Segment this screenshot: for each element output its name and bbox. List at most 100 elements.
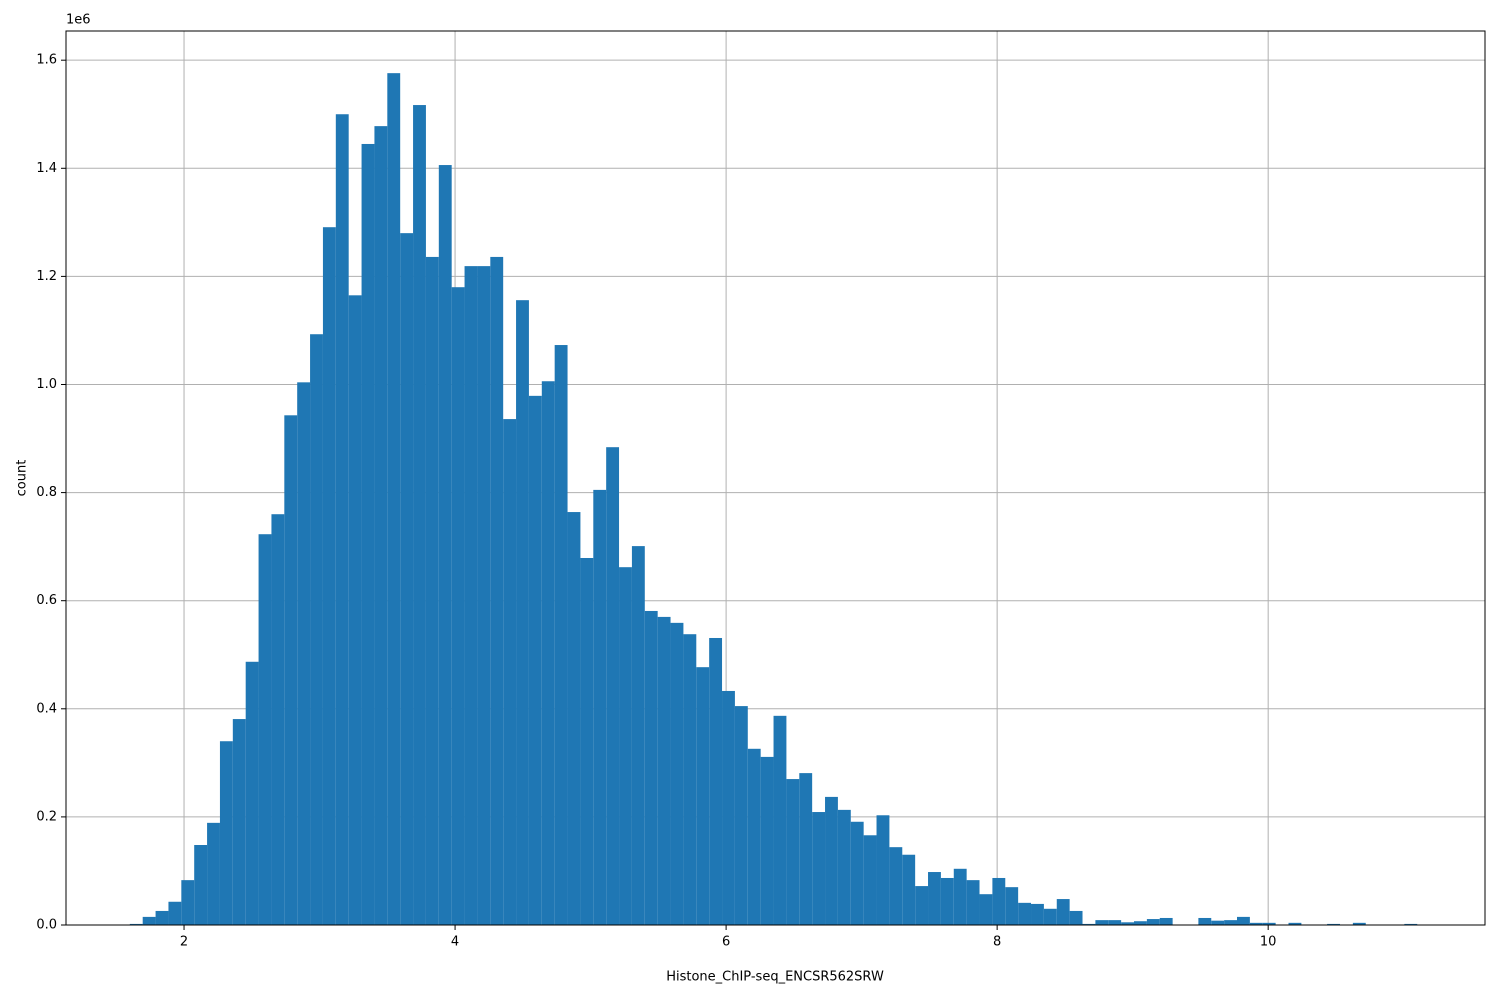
bar [413,105,426,926]
bar [786,779,800,925]
bar [348,295,362,925]
bar [889,847,903,925]
bar [992,877,1006,925]
bar [1108,920,1122,925]
bar [528,395,542,926]
bar [258,534,272,925]
bar [1056,899,1070,925]
bar [825,796,838,925]
bar [361,143,375,926]
bar [1018,902,1032,925]
bar [567,512,581,925]
bar [490,256,504,926]
y-tick-label: 0.6 [36,593,57,608]
bar [207,822,220,925]
bar [837,809,851,925]
x-tick-label: 10 [1260,935,1277,950]
bar [503,419,517,925]
y-tick-label: 0.4 [36,701,57,716]
bar [322,227,336,925]
bar [580,557,594,925]
bar [1121,922,1135,925]
bar [1031,903,1044,925]
bar [284,415,298,925]
bar [387,73,401,926]
x-tick-label: 8 [993,935,1001,950]
bar [722,690,735,925]
bar [850,821,864,925]
bar [773,715,787,925]
bar [670,622,684,925]
y-axis-label: count [15,460,30,497]
bar [812,812,826,925]
bar [400,233,414,926]
bar [1327,923,1340,925]
bar [709,637,723,925]
bar [593,489,607,925]
bar [966,880,980,925]
y-tick-label: 1.4 [36,161,57,176]
bar [1249,922,1263,925]
bar [902,854,916,925]
bar [1159,917,1173,925]
bar [374,126,388,925]
y-tick-label: 0.2 [36,809,57,824]
bar [1288,922,1302,925]
bar [168,901,182,925]
bar [335,114,349,925]
bar [1198,917,1212,925]
bar [1069,910,1083,925]
bar [516,300,529,925]
y-tick-label: 0.0 [36,918,57,933]
bar [297,382,311,926]
bar [245,661,259,925]
bar [760,756,774,925]
bar [541,381,555,925]
bar [1237,916,1250,925]
y-tick-label: 1.6 [36,53,57,68]
y-tick-label: 0.8 [36,485,57,500]
bar [696,667,710,925]
bar [1134,921,1147,925]
bar [631,546,645,925]
bar [928,872,941,925]
y-offset-label: 1e6 [66,13,91,28]
bar [1005,887,1019,925]
bar [863,835,877,925]
bar [1146,919,1160,925]
bar [606,447,620,925]
bar [438,165,452,925]
bar [181,880,195,925]
bar [194,845,208,925]
bar [310,334,323,925]
y-tick-label: 1.0 [36,377,57,392]
bar [554,345,568,926]
bar [657,616,671,925]
x-tick-label: 2 [180,935,188,950]
axes-frame [65,30,1486,926]
bar [219,741,233,925]
bar [683,634,697,925]
bar [451,287,465,926]
bar [155,910,169,925]
bar [619,567,632,925]
bar [1211,920,1225,925]
bar [1262,922,1276,925]
bar [799,773,813,925]
bar [232,719,246,925]
bar [747,748,761,925]
bar [876,815,890,925]
bar [477,266,491,925]
bar [734,706,748,925]
bar [1224,920,1238,925]
y-tick-label: 1.2 [36,269,57,284]
bar [979,894,993,925]
bar [1352,922,1366,925]
x-axis-label: Histone_ChIP-seq_ENCSR562SRW [666,970,884,985]
bar [1095,920,1109,925]
bar [129,923,143,925]
bar [940,877,954,925]
bar [953,868,967,925]
